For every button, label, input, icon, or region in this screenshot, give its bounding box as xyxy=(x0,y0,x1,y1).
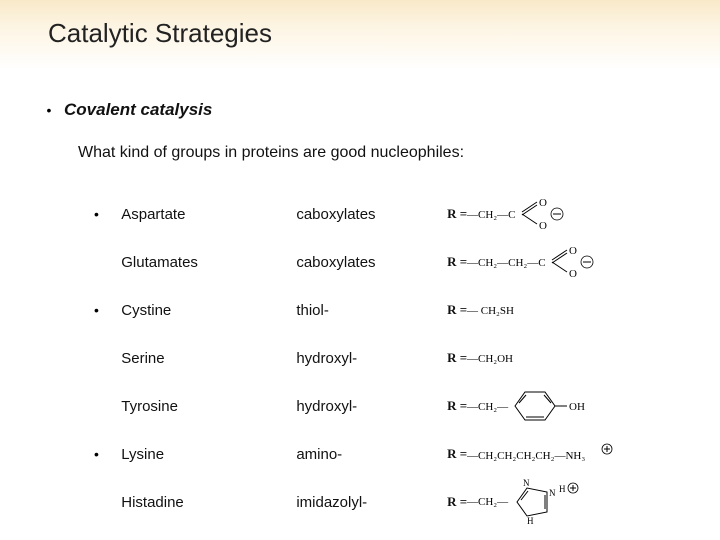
imidazole-icon: —CH₂— N N H H xyxy=(467,478,617,526)
r-equals-label: R = xyxy=(447,350,467,366)
table-row: Tyrosine hydroxyl- R = —CH₂— OH xyxy=(94,382,700,430)
carboxylate-icon: —CH₂—C O O xyxy=(467,194,587,234)
row-bullet: • xyxy=(94,302,121,318)
carboxylate-icon: —CH₂—CH₂—C O O xyxy=(467,242,617,282)
svg-text:—CH₂—: —CH₂— xyxy=(467,496,509,508)
structure-cell: R = —CH₂CH₂CH₂CH₂—NH₃ xyxy=(447,441,700,467)
amino-acid-name: Lysine xyxy=(121,446,296,463)
amino-acid-name: Cystine xyxy=(121,302,296,319)
amino-acid-name: Aspartate xyxy=(121,206,296,223)
amino-acid-name: Serine xyxy=(121,350,296,367)
r-equals-label: R = xyxy=(447,206,467,222)
svg-text:— CH₂SH: — CH₂SH xyxy=(467,305,514,317)
functional-group: caboxylates xyxy=(296,254,447,271)
structure-cell: R = —CH₂—C O O xyxy=(447,194,700,234)
svg-text:—CH₂—C: —CH₂—C xyxy=(467,209,515,221)
amino-acid-name: Tyrosine xyxy=(121,398,296,415)
functional-group: imidazolyl- xyxy=(296,494,447,511)
functional-group: hydroxyl- xyxy=(296,398,447,415)
r-equals-label: R = xyxy=(447,398,467,414)
functional-group: caboxylates xyxy=(296,206,447,223)
table-row: Serine hydroxyl- R = —CH₂OH xyxy=(94,334,700,382)
svg-text:—CH₂CH₂CH₂CH₂—NH₃: —CH₂CH₂CH₂CH₂—NH₃ xyxy=(467,450,585,462)
structure-cell: R = —CH₂— N N H H xyxy=(447,478,700,526)
structure-cell: R = —CH₂OH xyxy=(447,348,700,368)
header-band: Catalytic Strategies xyxy=(0,0,720,70)
svg-text:O: O xyxy=(539,220,547,232)
svg-text:H: H xyxy=(527,516,534,526)
table-row: Glutamates caboxylates R = —CH₂—CH₂—C O … xyxy=(94,238,700,286)
svg-text:O: O xyxy=(539,197,547,209)
subtitle-row: • Covalent catalysis xyxy=(34,100,700,120)
amine-icon: —CH₂CH₂CH₂CH₂—NH₃ xyxy=(467,441,647,467)
table-row: • Cystine thiol- R = — CH₂SH xyxy=(94,286,700,334)
amino-acid-name: Histadine xyxy=(121,494,296,511)
svg-text:N: N xyxy=(523,478,530,488)
structure-cell: R = — CH₂SH xyxy=(447,300,700,320)
row-bullet: • xyxy=(94,446,121,462)
amino-acid-name: Glutamates xyxy=(121,254,296,271)
svg-text:N: N xyxy=(549,488,556,498)
svg-text:O: O xyxy=(569,268,577,280)
svg-text:—CH₂—CH₂—C: —CH₂—CH₂—C xyxy=(467,257,546,269)
svg-text:OH: OH xyxy=(569,401,585,413)
svg-text:—CH₂—: —CH₂— xyxy=(467,401,509,413)
row-bullet: • xyxy=(94,206,121,222)
subtitle-text: Covalent catalysis xyxy=(64,100,212,120)
svg-text:H: H xyxy=(559,484,566,494)
content-area: • Covalent catalysis What kind of groups… xyxy=(0,70,720,526)
svg-text:O: O xyxy=(569,245,577,257)
r-equals-label: R = xyxy=(447,494,467,510)
table-row: Histadine imidazolyl- R = —CH₂— N N H H xyxy=(94,478,700,526)
svg-text:—CH₂OH: —CH₂OH xyxy=(467,353,513,365)
nucleophile-table: • Aspartate caboxylates R = —CH₂—C O O xyxy=(94,190,700,526)
table-row: • Aspartate caboxylates R = —CH₂—C O O xyxy=(94,190,700,238)
structure-cell: R = —CH₂—CH₂—C O O xyxy=(447,242,700,282)
table-row: • Lysine amino- R = —CH₂CH₂CH₂CH₂—NH₃ xyxy=(94,430,700,478)
functional-group: thiol- xyxy=(296,302,447,319)
question-text: What kind of groups in proteins are good… xyxy=(78,144,700,162)
r-equals-label: R = xyxy=(447,254,467,270)
phenol-icon: —CH₂— OH xyxy=(467,385,607,427)
r-equals-label: R = xyxy=(447,446,467,462)
hydroxyl-icon: —CH₂OH xyxy=(467,348,557,368)
bullet-icon: • xyxy=(34,102,64,118)
thiol-icon: — CH₂SH xyxy=(467,300,557,320)
slide-title: Catalytic Strategies xyxy=(48,18,720,49)
r-equals-label: R = xyxy=(447,302,467,318)
functional-group: hydroxyl- xyxy=(296,350,447,367)
structure-cell: R = —CH₂— OH xyxy=(447,385,700,427)
functional-group: amino- xyxy=(296,446,447,463)
